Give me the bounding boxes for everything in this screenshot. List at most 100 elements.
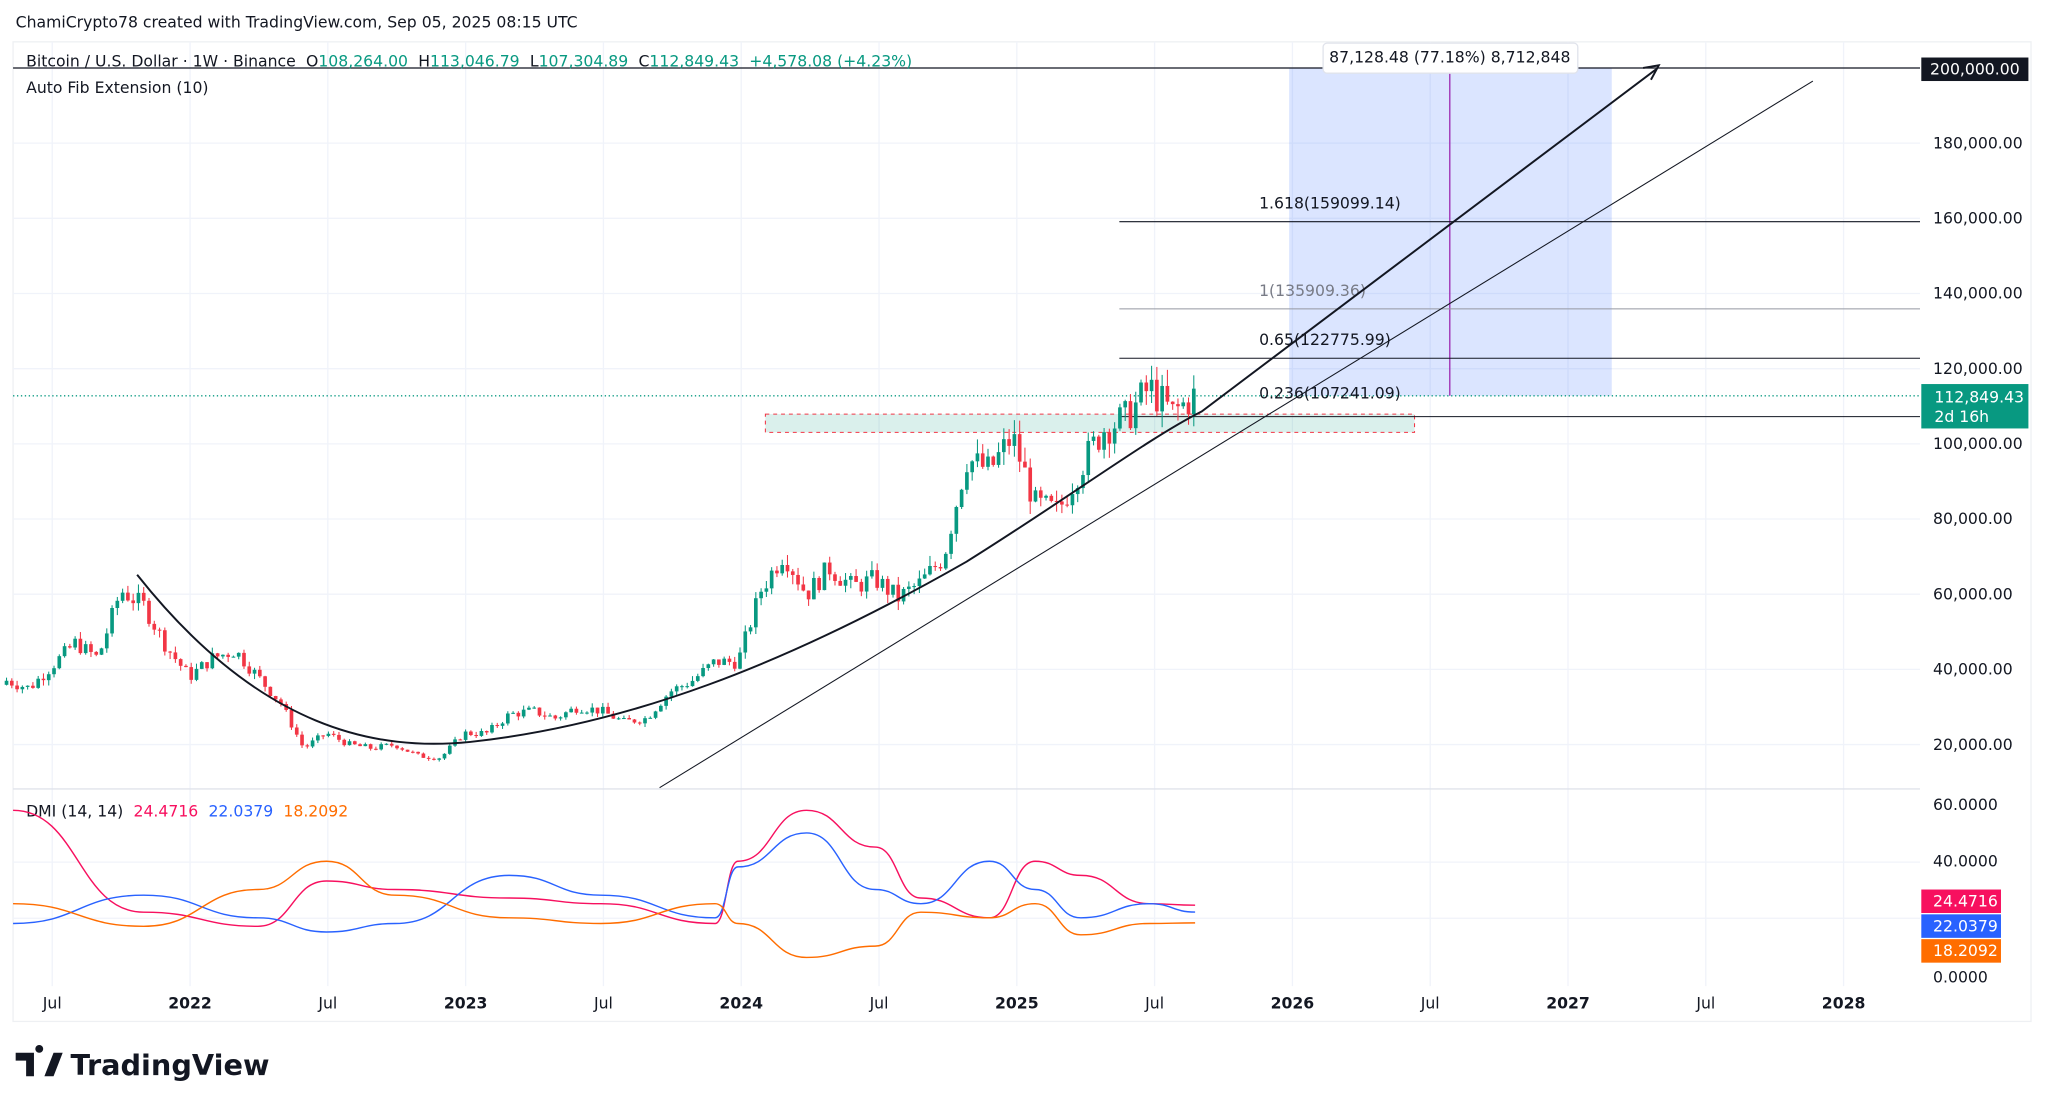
candle-body: [389, 743, 394, 746]
candle-body: [268, 686, 273, 696]
candle-body: [521, 709, 526, 717]
candle-body: [711, 659, 716, 665]
plus-di-value: 22.0379: [208, 801, 273, 820]
candle-body: [864, 576, 869, 592]
candle-body: [1049, 495, 1054, 501]
candle-body: [316, 735, 320, 741]
open-label: O: [306, 52, 318, 71]
candle-body: [748, 627, 753, 632]
last-price: 112,849.43: [1934, 387, 2024, 406]
candle-body: [527, 707, 531, 710]
candle-body: [120, 592, 125, 601]
candle-body: [780, 564, 785, 574]
indicator-label[interactable]: Auto Fib Extension (10): [26, 78, 208, 97]
candle-body: [126, 592, 130, 601]
candle-body: [664, 696, 668, 706]
candle-body: [933, 565, 938, 568]
candle-body: [463, 731, 468, 740]
minus_di-tag: [1921, 939, 2001, 963]
candle-body: [685, 686, 690, 688]
candle-body: [659, 705, 663, 712]
credit-text: ChamiCrypto78 created with TradingView.c…: [16, 12, 578, 31]
tradingview-logo-icon: [15, 1044, 63, 1077]
candle-body: [511, 712, 515, 714]
symbol-name[interactable]: Bitcoin / U.S. Dollar · 1W · Binance: [26, 52, 296, 71]
candle-body: [68, 646, 72, 648]
candle-body: [168, 651, 172, 653]
support-zone[interactable]: [764, 413, 1416, 433]
candle-body: [843, 579, 848, 586]
candle-body: [210, 653, 215, 669]
minus-di-value: 18.2092: [283, 801, 348, 820]
candle-body: [949, 533, 953, 554]
candle-body: [669, 691, 674, 697]
tradingview-logo[interactable]: TradingView: [15, 1044, 270, 1082]
candle-body: [442, 753, 447, 759]
candle-body: [300, 734, 304, 746]
candle-body: [221, 654, 225, 657]
price-tick: 40,000.00: [1933, 660, 2013, 679]
candle-body: [1075, 488, 1080, 495]
dmi-legend[interactable]: DMI (14, 14) 24.4716 22.0379 18.2092: [26, 801, 348, 820]
fib-extension[interactable]: 1.618(159099.14) 1(135909.36) 0.65(122775.…: [1119, 194, 1920, 418]
candle-body: [553, 715, 558, 719]
parabolic-curve[interactable]: [136, 68, 1657, 745]
candle-body: [870, 570, 874, 577]
chart-frame: [12, 41, 2032, 1023]
candle-body: [432, 758, 436, 760]
candle-body: [574, 708, 579, 713]
candle-body: [194, 668, 199, 680]
last-price-tag: [1921, 384, 2029, 429]
time-tick: Jul: [1695, 993, 1715, 1012]
time-tick: Jul: [1144, 993, 1164, 1012]
fib-label: 1(135909.36): [1259, 281, 1366, 300]
price-axis[interactable]: 180,000.00 160,000.00 140,000.00 120,000.00…: [1933, 133, 2023, 986]
candle-body: [986, 456, 990, 467]
candle-body: [743, 631, 748, 653]
time-axis[interactable]: Jul 2022 Jul 2023 Jul 2024 Jul 2025 Jul 2026 Jul 20…: [42, 993, 1866, 1012]
measure-label: 87,128.48 (77.18%) 8,712,848: [1329, 48, 1570, 67]
candle-body: [46, 674, 51, 681]
price-tick: 120,000.00: [1933, 359, 2023, 378]
candle-body: [189, 667, 194, 680]
candle-body: [20, 686, 25, 690]
fib-label: 1.618(159099.14): [1259, 194, 1401, 213]
trend-line[interactable]: [659, 80, 1814, 789]
candle-body: [411, 751, 415, 753]
candle-body: [569, 708, 573, 713]
candle-body: [1028, 467, 1033, 502]
candle-body: [796, 574, 800, 585]
candle-body: [484, 731, 489, 733]
price-tick: 100,000.00: [1933, 434, 2023, 453]
candle-body: [41, 678, 46, 681]
candle-body: [732, 661, 737, 669]
candle-body: [363, 744, 368, 747]
candle-body: [558, 717, 563, 719]
candle-body: [1044, 495, 1048, 498]
candle-body: [622, 718, 626, 720]
candle-body: [970, 461, 975, 473]
candle-body: [722, 658, 726, 665]
candle-body: [205, 662, 209, 669]
candle-body: [247, 666, 252, 674]
candle-body: [1181, 402, 1186, 407]
candle-body: [891, 584, 895, 595]
candle-body: [1112, 428, 1117, 444]
candle-body: [674, 686, 679, 692]
candle-body: [294, 727, 299, 735]
candle-body: [321, 735, 325, 737]
candle-body: [104, 633, 109, 649]
candle-body: [975, 453, 980, 462]
candle-body: [817, 577, 821, 591]
candle-body: [199, 662, 204, 669]
time-tick: 2028: [1822, 993, 1866, 1012]
candle-body: [83, 644, 88, 654]
candle-body: [1023, 461, 1027, 468]
fib-label: 0.65(122775.99): [1259, 330, 1391, 349]
candle-body: [1123, 401, 1128, 408]
candle-body: [1107, 432, 1112, 444]
price-tick: 180,000.00: [1933, 133, 2023, 152]
candle-body: [31, 685, 35, 688]
candle-body: [775, 570, 779, 574]
